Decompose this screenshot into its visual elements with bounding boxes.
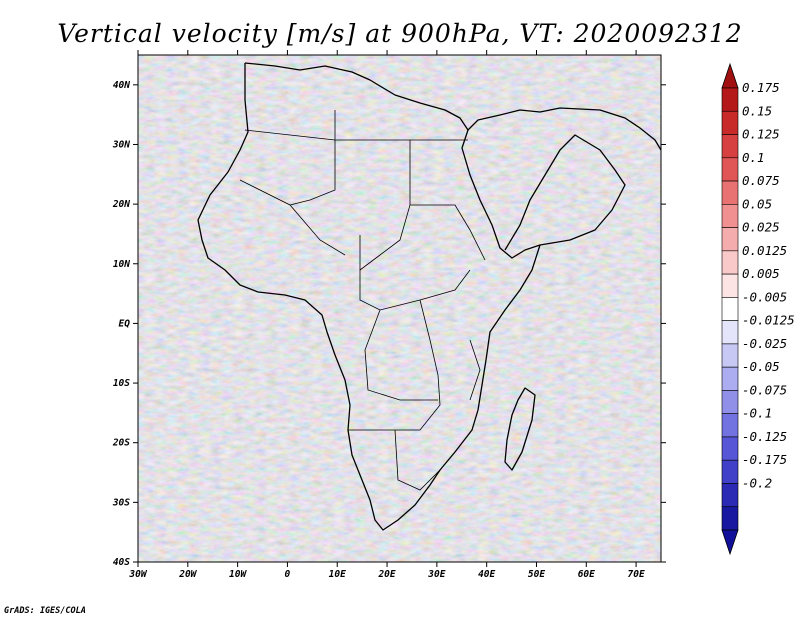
colorbar-swatch — [721, 180, 739, 205]
colorbar-bottom-triangle — [721, 529, 739, 556]
colorbar-swatch — [721, 297, 739, 321]
colorbar-label: 0.075 — [742, 173, 780, 188]
x-tick-label: 30W — [128, 569, 147, 580]
colorbar-label: -0.125 — [742, 429, 787, 444]
colorbar-swatch — [721, 343, 739, 368]
x-axis: 30W 20W 10W 0 10E 20E 30E 40E 50E 60E 70E — [128, 50, 645, 580]
colorbar-label: -0.175 — [742, 452, 787, 467]
colorbar-label: 0.0125 — [742, 243, 787, 258]
colorbar-label: 0.1 — [742, 150, 765, 165]
colorbar-swatch — [721, 436, 739, 461]
x-tick-label: 0 — [285, 569, 291, 580]
credit-label: GrADS: IGES/COLA — [4, 606, 86, 616]
colorbar-swatch — [721, 134, 739, 159]
coastlines — [197, 62, 661, 531]
x-tick-label: 30E — [427, 569, 445, 580]
colorbar-label: -0.005 — [742, 289, 787, 304]
colorbar-label: -0.075 — [742, 382, 787, 397]
map-title: Vertical velocity [m/s] at 900hPa, VT: 2… — [57, 19, 742, 48]
colorbar-swatch — [721, 157, 739, 182]
colorbar-label: -0.025 — [742, 336, 787, 351]
y-tick-label: 10N — [113, 259, 130, 270]
y-tick-label: EQ — [119, 318, 131, 329]
colorbar-top-triangle — [721, 62, 739, 89]
colorbar-swatch — [721, 506, 739, 531]
x-tick-label: 20W — [178, 569, 197, 580]
y-axis: 40S 30S 20S 10S EQ 10N 20N 30N 40N — [112, 80, 666, 568]
y-tick-label: 40N — [113, 80, 130, 91]
colorbar-swatch — [721, 366, 739, 391]
colorbar-label: 0.005 — [742, 266, 780, 281]
x-tick-label: 20E — [377, 569, 395, 580]
y-tick-label: 30N — [112, 139, 130, 150]
colorbar-swatch — [721, 413, 739, 438]
map-area — [138, 55, 661, 562]
colorbar-swatch — [721, 250, 739, 275]
colorbar-label: 0.125 — [742, 127, 780, 142]
map-frame — [137, 54, 662, 563]
colorbar-swatch — [721, 87, 739, 112]
colorbar-label: -0.2 — [742, 475, 772, 490]
colorbar-swatch — [721, 204, 739, 228]
y-tick-label: 20S — [112, 438, 130, 449]
colorbar-swatch — [721, 227, 739, 252]
colorbar-swatch — [721, 459, 739, 484]
colorbar-swatch — [721, 110, 739, 135]
colorbar-label: 0.05 — [742, 196, 772, 211]
country-borders — [239, 110, 486, 491]
colorbar-swatch — [721, 273, 739, 298]
colorbar-label: -0.1 — [742, 406, 772, 421]
x-tick-label: 40E — [478, 569, 495, 580]
colorbar-label: 0.15 — [742, 103, 772, 118]
colorbar-label: -0.05 — [742, 359, 780, 374]
x-tick-label: 60E — [578, 569, 595, 580]
x-tick-label: 50E — [528, 569, 545, 580]
colorbar-swatch — [721, 483, 739, 508]
y-tick-label: 40S — [113, 557, 130, 568]
x-tick-label: 10W — [229, 569, 247, 580]
colorbar: 0.175 0.15 0.125 0.1 0.075 0.05 0.025 0.0125 0.0… — [721, 62, 795, 556]
y-tick-label: 30S — [112, 497, 130, 508]
x-tick-label: 70E — [628, 569, 645, 580]
y-tick-label: 20N — [112, 199, 130, 210]
colorbar-label: -0.0125 — [742, 313, 795, 328]
colorbar-swatch — [721, 320, 739, 345]
colorbar-label: 0.025 — [742, 220, 780, 235]
colorbar-label: 0.175 — [742, 80, 780, 95]
y-tick-label: 10S — [113, 378, 130, 389]
colorbar-swatch — [721, 390, 739, 414]
x-tick-label: 10E — [329, 569, 346, 580]
